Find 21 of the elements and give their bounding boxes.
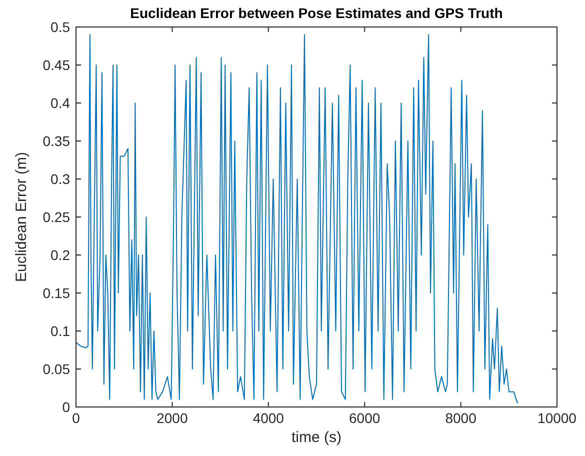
y-tick-label: 0 [62,398,70,415]
x-tick-label: 4000 [252,410,284,426]
y-tick-label: 0.35 [42,132,70,149]
y-tick-label: 0.4 [50,94,70,111]
y-tick-label: 0.3 [50,170,70,187]
y-axis-title: Euclidean Error (m) [13,152,30,282]
x-tick-label: 10000 [538,410,577,426]
y-tick-label: 0.15 [42,284,70,301]
line-series [76,34,518,404]
y-tick-label: 0.1 [50,322,70,339]
y-tick-label: 0.25 [42,208,70,225]
chart-title: Euclidean Error between Pose Estimates and GPS Truth [130,5,503,21]
x-tick-label: 6000 [349,410,380,426]
y-tick-label: 0.5 [50,18,70,35]
x-axis-title: time (s) [292,429,342,446]
x-tick-label: 0 [72,410,80,426]
y-tick-label: 0.05 [42,360,70,377]
y-tick-label: 0.45 [42,56,70,73]
x-tick-label: 2000 [156,410,188,426]
y-tick-label: 0.2 [50,246,70,263]
x-tick-label: 8000 [445,410,477,426]
